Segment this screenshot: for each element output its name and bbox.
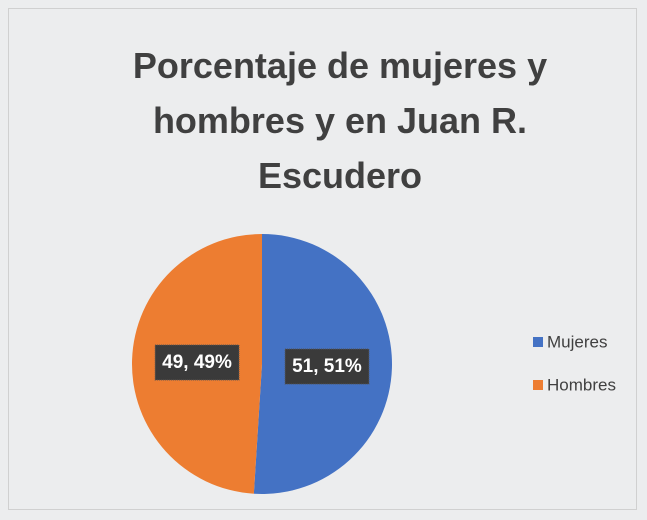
chart-title: Porcentaje de mujeres y hombres y en Jua… [132, 45, 548, 196]
legend-label: Mujeres [547, 332, 607, 351]
legend-label: Hombres [547, 375, 616, 394]
data-label-box [154, 344, 240, 381]
data-label: 49, 49% [154, 344, 240, 381]
legend-swatch [533, 380, 543, 390]
data-label: 51, 51% [284, 348, 370, 385]
data-label-text: 49, 49% [162, 352, 232, 373]
legend-swatch [533, 337, 543, 347]
data-label-box [284, 348, 370, 385]
chart-frame [8, 8, 637, 510]
data-label-text: 51, 51% [292, 356, 362, 377]
